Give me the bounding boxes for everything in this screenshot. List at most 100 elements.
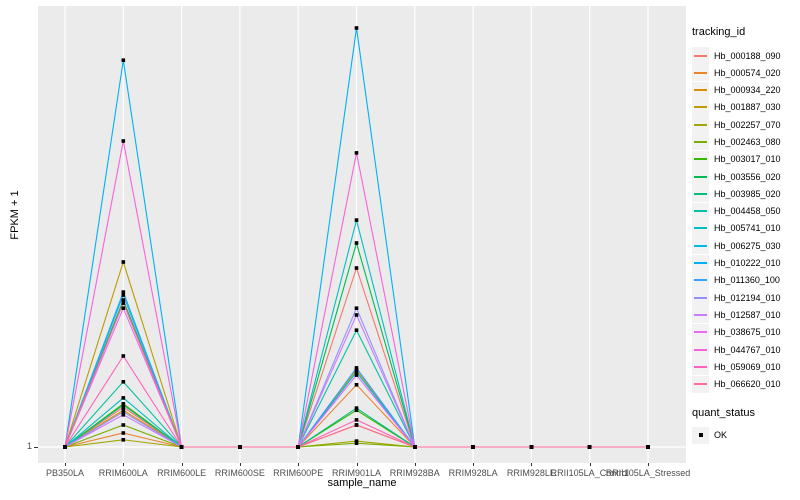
legend-item-label: Hb_000934_220 [714, 85, 781, 96]
line-swatch-icon [694, 262, 707, 265]
legend-key-swatch [692, 47, 709, 64]
x-axis-tick-mark [239, 463, 241, 466]
legend-item: Hb_012194_010 [692, 289, 798, 307]
legend-item-label: Hb_003017_010 [714, 154, 781, 165]
legend-item: Hb_044767_010 [692, 341, 798, 359]
legend-key-swatch [692, 133, 709, 151]
legend-item-label: Hb_059069_010 [714, 361, 781, 372]
legend-item-label: Hb_000188_090 [714, 50, 781, 61]
legend-item: Hb_012587_010 [692, 306, 798, 324]
legend-key-swatch [692, 116, 709, 134]
legend-item: Hb_002257_070 [692, 116, 798, 134]
legend-item: Hb_011360_100 [692, 271, 798, 289]
x-axis-title: sample_name [327, 477, 397, 489]
legend-item: Hb_001887_030 [692, 98, 798, 116]
x-axis-tick-mark [298, 463, 300, 466]
legend-item: Hb_003017_010 [692, 150, 798, 168]
legend-item-label: Hb_001887_030 [714, 102, 781, 113]
y-axis-tick-label: 1 [26, 441, 32, 451]
line-swatch-icon [694, 331, 707, 334]
legend-item: Hb_010222_010 [692, 254, 798, 272]
legend-item: Hb_003985_020 [692, 185, 798, 203]
legend-key-swatch [692, 306, 709, 324]
legend-item-label: Hb_012194_010 [714, 292, 781, 303]
y-axis-title: FPKM + 1 [9, 190, 21, 240]
legend-key-swatch [692, 323, 709, 341]
legend-item: Hb_059069_010 [692, 358, 798, 376]
x-axis-tick-mark [589, 463, 591, 466]
x-axis-tick-label: RRIM928LE [506, 468, 556, 478]
line-swatch-icon [694, 383, 707, 386]
square-marker-icon [698, 433, 703, 438]
legend-item-quant-ok: OK [692, 426, 798, 444]
legend-key-swatch [692, 254, 709, 272]
line-swatch-icon [694, 158, 707, 161]
legend-item-label: Hb_002463_080 [714, 136, 781, 147]
legend-item-label: Hb_003556_020 [714, 171, 781, 182]
legend-item-label: Hb_000574_020 [714, 67, 781, 78]
legend-panel: tracking_id Hb_000188_090 Hb_000574_020 Hb… [692, 26, 798, 444]
line-swatch-icon [694, 296, 707, 299]
line-swatch-icon [694, 71, 707, 74]
legend-item: Hb_066620_010 [692, 375, 798, 393]
legend-title-quant-status: quant_status [692, 406, 755, 419]
legend-key-swatch [692, 202, 709, 220]
legend-item: Hb_002463_080 [692, 133, 798, 151]
x-axis-tick-label: RRIM600SE [214, 468, 265, 478]
legend-key-swatch [692, 185, 709, 203]
legend-item-label: Hb_004458_050 [714, 206, 781, 217]
legend-item: Hb_005741_010 [692, 219, 798, 237]
line-swatch-icon [694, 348, 707, 351]
legend-item-label: Hb_011360_100 [714, 275, 780, 286]
quant-ok-key [692, 426, 709, 444]
y-axis-tick-mark [34, 447, 38, 448]
x-axis-tick-label: RRII105LA_Control [550, 468, 629, 478]
x-axis-tick-mark [648, 463, 649, 466]
legend-item: Hb_004458_050 [692, 202, 798, 220]
line-swatch-icon [694, 54, 707, 57]
legend-key-swatch [692, 375, 709, 393]
line-swatch-icon [694, 279, 707, 282]
x-axis-tick-label: RRIM928BA [389, 468, 440, 478]
legend-item-label: Hb_003985_020 [714, 188, 781, 199]
legend-key-swatch [692, 81, 709, 99]
line-swatch-icon [694, 313, 707, 316]
x-axis-tick-label: RRII105LA_Stressed [605, 468, 691, 478]
legend-item-label: Hb_006275_030 [714, 240, 781, 251]
legend-item-label: Hb_002257_070 [714, 119, 781, 130]
legend-key-swatch [692, 358, 709, 376]
x-axis-tick-mark [123, 463, 125, 466]
line-swatch-icon [694, 210, 707, 213]
legend-key-swatch [692, 289, 709, 307]
line-swatch-icon [694, 123, 707, 126]
legend-key-swatch [692, 150, 709, 168]
line-swatch-icon [694, 365, 707, 368]
legend-item-label: Hb_012587_010 [714, 309, 781, 320]
line-swatch-icon [694, 106, 707, 109]
legend-item: Hb_003556_020 [692, 168, 798, 186]
legend-item-label: Hb_044767_010 [714, 344, 781, 355]
legend-item-label: Hb_005741_010 [714, 223, 781, 234]
x-axis-tick-label: RRIM901LA [331, 468, 382, 478]
legend-key-swatch [692, 271, 709, 289]
legend-item-label: Hb_010222_010 [714, 258, 781, 269]
legend-item-label: Hb_066620_010 [714, 379, 781, 390]
x-axis-tick-mark [181, 463, 183, 466]
legend-item: Hb_006275_030 [692, 237, 798, 255]
line-swatch-icon [694, 192, 707, 195]
plot-panel [38, 6, 686, 463]
x-axis-tick-label: RRIM600LE [157, 468, 207, 478]
x-axis-tick-mark [65, 463, 66, 466]
legend-key-swatch [692, 341, 709, 359]
x-axis-tick-label: PB350LA [45, 468, 85, 478]
x-axis-tick-label: RRIM928LA [448, 468, 498, 478]
legend-item: Hb_038675_010 [692, 323, 798, 341]
line-swatch-icon [694, 244, 707, 247]
x-axis-tick-mark [473, 463, 475, 466]
legend-item-label: Hb_038675_010 [714, 327, 781, 338]
line-swatch-icon [694, 175, 707, 178]
line-chart [38, 6, 686, 463]
legend-key-swatch [692, 64, 709, 82]
x-axis-tick-mark [531, 463, 533, 466]
